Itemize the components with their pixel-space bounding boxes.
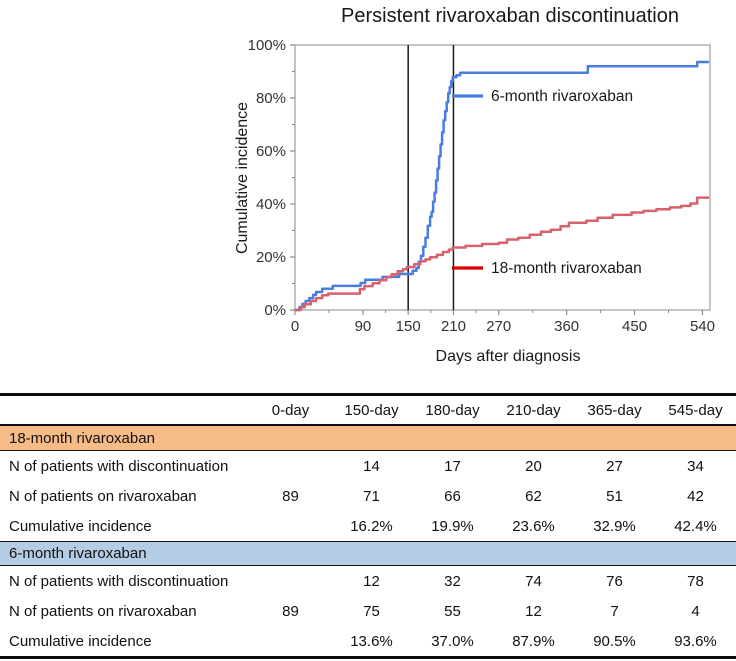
value-cell: 89 (282, 487, 299, 505)
svg-text:150: 150 (396, 318, 421, 335)
value-cell: 89 (282, 602, 299, 620)
legend-label-18-month: 18-month rivaroxaban (491, 260, 642, 277)
value-cell: 16.2% (350, 517, 393, 535)
value-cell: 32 (444, 572, 461, 590)
col-header: 0-day (271, 401, 310, 419)
value-cell: 13.6% (350, 632, 393, 650)
value-cell: 42.4% (674, 517, 717, 535)
value-cell: 32.9% (593, 517, 636, 535)
value-cell: 74 (525, 572, 542, 590)
value-cell: 76 (606, 572, 623, 590)
svg-text:80%: 80% (256, 90, 286, 107)
svg-text:100%: 100% (248, 37, 286, 54)
row-label: N of patients with discontinuation (9, 457, 229, 475)
svg-text:0: 0 (291, 318, 299, 335)
value-cell: 87.9% (512, 632, 555, 650)
value-cell: 75 (363, 602, 380, 620)
value-cell: 4 (691, 602, 700, 620)
col-header: 365-day (587, 401, 642, 419)
col-header: 150-day (344, 401, 399, 419)
svg-text:540: 540 (690, 318, 715, 335)
table-row: N of patients with discontinuation 12 32… (0, 566, 736, 596)
value-cell: 93.6% (674, 632, 717, 650)
km-chart: Persistent rivaroxaban discontinuation C… (234, 5, 715, 365)
group-band-6-month: 6-month rivaroxaban (0, 541, 736, 566)
x-axis-title: Days after diagnosis (436, 348, 581, 365)
value-cell: 51 (606, 487, 623, 505)
value-cell: 14 (363, 457, 380, 475)
group-band-label: 6-month rivaroxaban (9, 545, 147, 562)
value-cell: 34 (687, 457, 704, 475)
chart-legend: 6-month rivaroxaban 18-month rivaroxaban (452, 88, 642, 277)
svg-text:40%: 40% (256, 196, 286, 213)
plot-area: 0 90 150 210 270 360 450 540 0% 20% 40% 60% 80% 100% (248, 37, 715, 335)
table-row: Cumulative incidence 13.6% 37.0% 87.9% 9… (0, 626, 736, 656)
svg-text:90: 90 (355, 318, 372, 335)
svg-text:450: 450 (622, 318, 647, 335)
value-cell: 42 (687, 487, 704, 505)
col-header: 180-day (425, 401, 480, 419)
value-cell: 27 (606, 457, 623, 475)
row-label: N of patients with discontinuation (9, 572, 229, 590)
row-label: N of patients on rivaroxaban (9, 602, 197, 620)
table-header-row: 0-day 150-day 180-day 210-day 365-day 54… (0, 396, 736, 426)
y-axis-title: Cumulative incidence (234, 102, 251, 254)
value-cell: 71 (363, 487, 380, 505)
value-cell: 37.0% (431, 632, 474, 650)
svg-text:60%: 60% (256, 143, 286, 160)
table-row: N of patients on rivaroxaban 89 71 66 62… (0, 481, 736, 511)
value-cell: 90.5% (593, 632, 636, 650)
value-cell: 23.6% (512, 517, 555, 535)
value-cell: 62 (525, 487, 542, 505)
row-label: Cumulative incidence (9, 632, 152, 650)
legend-label-6-month: 6-month rivaroxaban (491, 88, 633, 105)
value-cell: 20 (525, 457, 542, 475)
value-cell: 12 (525, 602, 542, 620)
row-label: Cumulative incidence (9, 517, 152, 535)
svg-text:0%: 0% (264, 302, 286, 319)
value-cell: 19.9% (431, 517, 474, 535)
table-row: Cumulative incidence 16.2% 19.9% 23.6% 3… (0, 511, 736, 541)
summary-table: 0-day 150-day 180-day 210-day 365-day 54… (0, 393, 736, 659)
svg-text:20%: 20% (256, 249, 286, 266)
value-cell: 55 (444, 602, 461, 620)
svg-text:360: 360 (554, 318, 579, 335)
value-cell: 17 (444, 457, 461, 475)
chart-title: Persistent rivaroxaban discontinuation (341, 5, 679, 27)
col-header: 545-day (668, 401, 723, 419)
group-band-18-month: 18-month rivaroxaban (0, 426, 736, 451)
series-6-month-rivaroxaban (295, 60, 709, 312)
value-cell: 7 (610, 602, 619, 620)
svg-text:210: 210 (441, 318, 466, 335)
value-cell: 78 (687, 572, 704, 590)
svg-text:270: 270 (486, 318, 511, 335)
value-cell: 66 (444, 487, 461, 505)
group-band-label: 18-month rivaroxaban (9, 429, 155, 447)
col-header: 210-day (506, 401, 561, 419)
table-row: N of patients with discontinuation 14 17… (0, 451, 736, 481)
table-row: N of patients on rivaroxaban 89 75 55 12… (0, 596, 736, 626)
value-cell: 12 (363, 572, 380, 590)
row-label: N of patients on rivaroxaban (9, 487, 197, 505)
series-18-month-rivaroxaban (295, 196, 709, 312)
